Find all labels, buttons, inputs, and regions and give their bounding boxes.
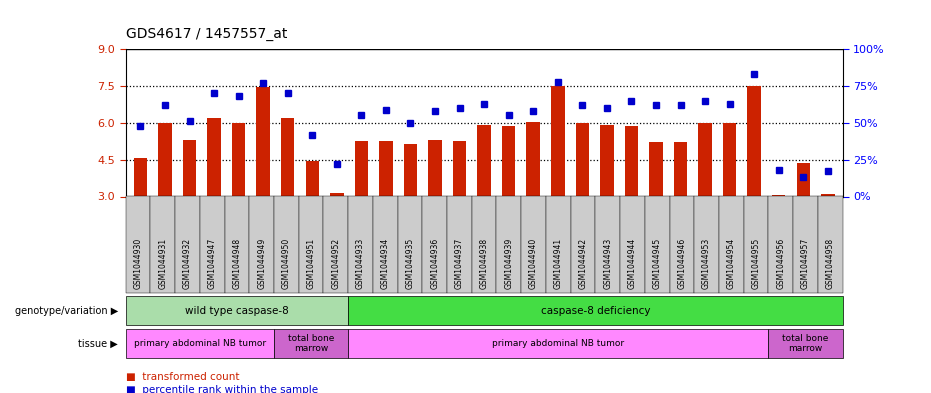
Bar [134,158,147,196]
Bar [526,121,540,196]
Text: total bone
marrow: total bone marrow [782,334,829,353]
Bar [748,86,761,196]
Text: GSM1044957: GSM1044957 [801,238,810,289]
Bar [331,193,344,196]
Text: primary abdominal NB tumor: primary abdominal NB tumor [492,339,625,348]
Text: genotype/variation ▶: genotype/variation ▶ [15,306,118,316]
Text: GSM1044955: GSM1044955 [751,238,761,289]
Text: GSM1044948: GSM1044948 [233,238,241,289]
Bar [575,123,589,196]
Bar [305,161,319,196]
Text: GSM1044935: GSM1044935 [406,238,414,289]
Bar [600,125,614,196]
Text: GSM1044958: GSM1044958 [826,238,835,289]
Text: GSM1044944: GSM1044944 [627,238,637,289]
Bar [404,144,417,196]
Bar [256,87,270,196]
Text: ■  percentile rank within the sample: ■ percentile rank within the sample [126,385,317,393]
Text: GSM1044930: GSM1044930 [133,238,142,289]
Text: GSM1044938: GSM1044938 [479,238,489,289]
Text: GSM1044941: GSM1044941 [554,238,562,289]
Bar [452,141,466,196]
Bar [797,163,810,196]
Text: GDS4617 / 1457557_at: GDS4617 / 1457557_at [126,27,287,41]
Bar [772,195,786,196]
Bar [722,123,736,196]
Text: GSM1044946: GSM1044946 [678,238,686,289]
Bar [821,194,834,196]
Bar [355,141,368,196]
Text: GSM1044951: GSM1044951 [306,238,316,289]
Text: GSM1044953: GSM1044953 [702,238,711,289]
Text: GSM1044932: GSM1044932 [183,238,192,289]
Bar [674,142,687,196]
Text: GSM1044942: GSM1044942 [578,238,587,289]
Text: primary abdominal NB tumor: primary abdominal NB tumor [134,339,266,348]
Text: caspase-8 deficiency: caspase-8 deficiency [541,306,650,316]
Bar [281,118,294,196]
Text: GSM1044937: GSM1044937 [455,238,464,289]
Text: GSM1044940: GSM1044940 [529,238,538,289]
Text: total bone
marrow: total bone marrow [288,334,334,353]
Text: GSM1044945: GSM1044945 [653,238,662,289]
Bar [502,127,516,196]
Text: tissue ▶: tissue ▶ [78,338,118,348]
Text: GSM1044943: GSM1044943 [603,238,613,289]
Bar [625,127,638,196]
Text: GSM1044954: GSM1044954 [727,238,735,289]
Bar [232,123,246,196]
Text: GSM1044950: GSM1044950 [282,238,290,289]
Text: GSM1044949: GSM1044949 [257,238,266,289]
Bar [208,118,221,196]
Text: wild type caspase-8: wild type caspase-8 [185,306,289,316]
Bar [698,123,712,196]
Bar [478,125,491,196]
Text: GSM1044931: GSM1044931 [158,238,168,289]
Bar [158,123,171,196]
Bar [551,86,564,196]
Bar [379,141,393,196]
Bar [182,140,196,196]
Text: GSM1044947: GSM1044947 [208,238,217,289]
Bar [649,142,663,196]
Text: ■  transformed count: ■ transformed count [126,372,239,382]
Text: GSM1044933: GSM1044933 [356,238,365,289]
Text: GSM1044934: GSM1044934 [381,238,390,289]
Text: GSM1044956: GSM1044956 [776,238,785,289]
Text: GSM1044952: GSM1044952 [331,238,341,289]
Text: GSM1044939: GSM1044939 [505,238,513,289]
Text: GSM1044936: GSM1044936 [430,238,439,289]
Bar [428,140,442,196]
